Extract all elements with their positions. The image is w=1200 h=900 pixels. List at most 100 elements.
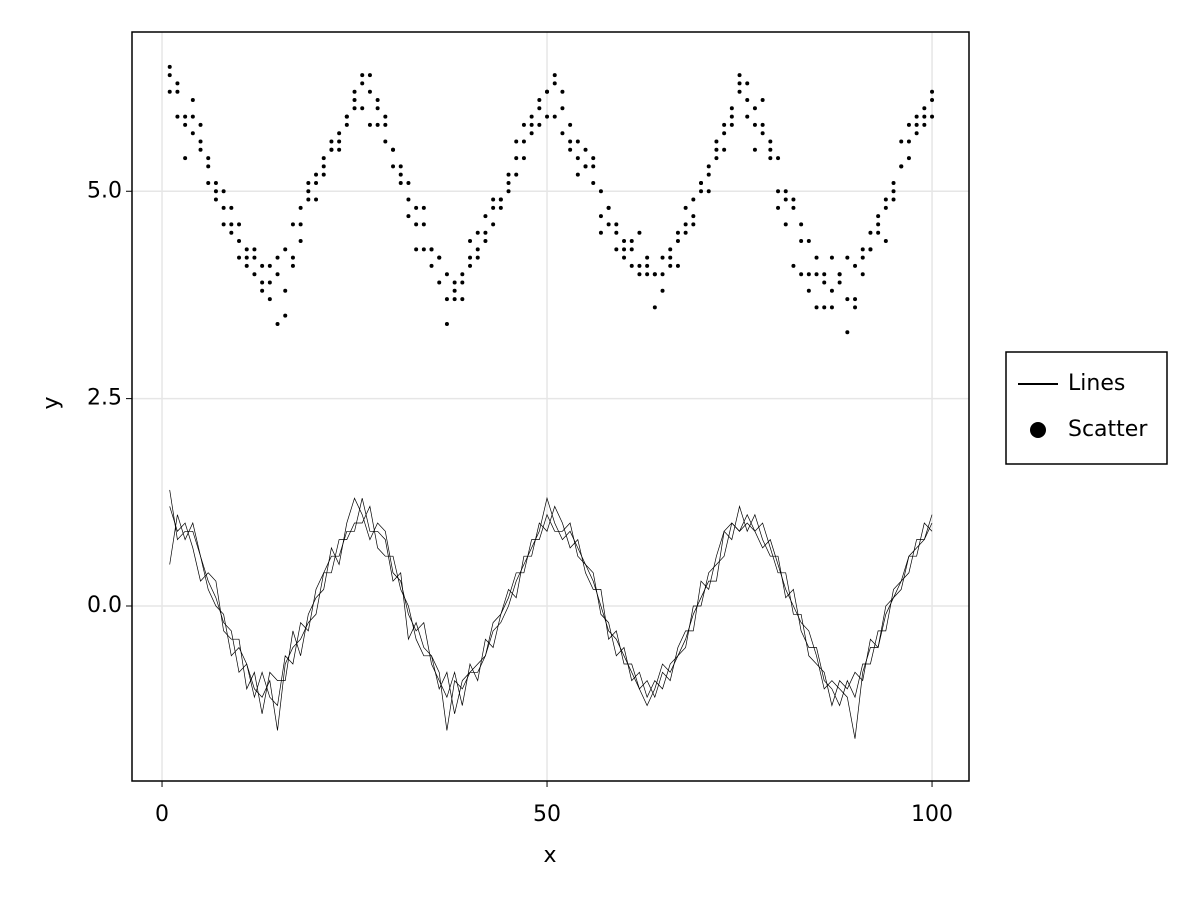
scatter-point (668, 263, 673, 268)
y-tick-label: 2.5 (87, 386, 122, 411)
scatter-point (506, 180, 511, 185)
scatter-point (883, 239, 888, 244)
scatter-point (837, 280, 842, 285)
scatter-point (352, 89, 357, 94)
scatter-point (722, 122, 727, 127)
scatter-point (414, 222, 419, 227)
scatter-point (853, 297, 858, 302)
scatter-point (344, 122, 349, 127)
scatter-point (560, 106, 565, 111)
scatter-point (229, 222, 234, 227)
scatter-point (491, 197, 496, 202)
scatter-point (491, 205, 496, 210)
scatter-point (483, 214, 488, 219)
scatter-point (829, 288, 834, 293)
scatter-point (360, 73, 365, 78)
scatter-point (221, 189, 226, 194)
scatter-point (914, 122, 919, 127)
scatter-point (321, 156, 326, 161)
scatter-point (799, 239, 804, 244)
scatter-point (591, 180, 596, 185)
scatter-point (652, 305, 657, 310)
scatter-point (483, 230, 488, 235)
scatter-point (514, 172, 519, 177)
scatter-point (791, 263, 796, 268)
scatter-point (375, 106, 380, 111)
scatter-point (768, 147, 773, 152)
scatter-point (498, 197, 503, 202)
scatter-point (175, 89, 180, 94)
scatter-point (460, 272, 465, 277)
scatter-point (545, 114, 550, 119)
scatter-point (283, 313, 288, 318)
scatter-point (568, 122, 573, 127)
scatter-point (799, 272, 804, 277)
scatter-point (906, 156, 911, 161)
scatter-point (314, 197, 319, 202)
scatter-point (391, 164, 396, 169)
scatter-point (475, 255, 480, 260)
scatter-point (352, 106, 357, 111)
scatter-point (190, 114, 195, 119)
scatter-point (714, 139, 719, 144)
scatter-point (468, 239, 473, 244)
scatter-point (745, 114, 750, 119)
scatter-point (283, 247, 288, 252)
scatter-point (899, 164, 904, 169)
scatter-point (198, 139, 203, 144)
scatter-point (391, 147, 396, 152)
scatter-point (421, 205, 426, 210)
scatter-point (583, 164, 588, 169)
scatter-point (806, 288, 811, 293)
scatter-point (922, 122, 927, 127)
scatter-point (267, 297, 272, 302)
scatter-point (183, 122, 188, 127)
scatter-point (722, 147, 727, 152)
scatter-point (221, 205, 226, 210)
scatter-point (853, 263, 858, 268)
x-tick-label: 100 (911, 802, 953, 827)
scatter-point (306, 180, 311, 185)
scatter-point (752, 147, 757, 152)
scatter-point (598, 230, 603, 235)
scatter-point (729, 106, 734, 111)
scatter-point (290, 222, 295, 227)
scatter-point (298, 205, 303, 210)
scatter-point (729, 122, 734, 127)
scatter-point (306, 197, 311, 202)
scatter-point (853, 305, 858, 310)
scatter-point (706, 189, 711, 194)
scatter-point (606, 222, 611, 227)
scatter-point (460, 280, 465, 285)
scatter-point (891, 180, 896, 185)
scatter-point (637, 263, 642, 268)
scatter-point (398, 164, 403, 169)
scatter-point (745, 81, 750, 86)
scatter-point (290, 263, 295, 268)
scatter-point (822, 280, 827, 285)
scatter-point (329, 147, 334, 152)
scatter-point (321, 164, 326, 169)
scatter-point (629, 247, 634, 252)
scatter-point (768, 139, 773, 144)
scatter-point (244, 255, 249, 260)
scatter-point (560, 131, 565, 136)
scatter-point (506, 189, 511, 194)
scatter-point (922, 114, 927, 119)
scatter-point (683, 222, 688, 227)
scatter-point (675, 230, 680, 235)
scatter-point (383, 122, 388, 127)
scatter-point (275, 255, 280, 260)
scatter-point (537, 98, 542, 103)
scatter-point (845, 297, 850, 302)
scatter-point (260, 263, 265, 268)
scatter-point (776, 189, 781, 194)
scatter-point (614, 247, 619, 252)
scatter-point (706, 172, 711, 177)
y-axis-label: y (39, 396, 64, 409)
scatter-point (229, 230, 234, 235)
scatter-point (491, 222, 496, 227)
x-tick-label: 50 (533, 802, 561, 827)
scatter-point (521, 122, 526, 127)
scatter-point (883, 205, 888, 210)
